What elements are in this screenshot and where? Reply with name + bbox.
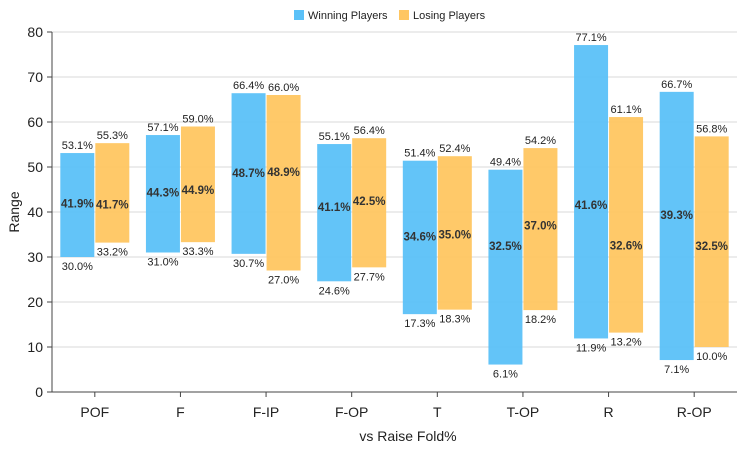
x-axis-title: vs Raise Fold% — [359, 428, 456, 444]
legend-swatch-winning — [294, 10, 304, 20]
bar-losing — [437, 156, 472, 310]
bar-losing — [95, 143, 130, 243]
bar-losing — [266, 95, 301, 271]
high-value-label: 52.4% — [439, 143, 470, 155]
high-value-label: 77.1% — [575, 32, 606, 44]
high-value-label: 53.1% — [62, 140, 93, 152]
bar-losing — [694, 136, 729, 347]
y-tick-label: 30 — [27, 249, 43, 265]
mid-value-label: 35.0% — [439, 230, 472, 242]
mid-value-label: 41.9% — [61, 198, 94, 210]
low-value-label: 31.0% — [147, 257, 178, 269]
y-tick-label: 50 — [27, 159, 43, 175]
bar-winning — [402, 160, 437, 315]
axes: 0 10 20 30 40 50 60 70 80 POF F F-IP F-OP T T-OP R R-OP — [27, 24, 737, 420]
bar-winning — [145, 135, 180, 253]
mid-value-label: 32.6% — [610, 240, 643, 252]
x-tick-label: F-OP — [335, 404, 368, 420]
mid-value-label: 37.0% — [524, 221, 557, 233]
mid-value-label: 34.6% — [404, 231, 437, 243]
y-tick-label: 70 — [27, 69, 43, 85]
mid-value-label: 41.6% — [575, 200, 608, 212]
bar-winning — [659, 91, 694, 361]
mid-value-label: 32.5% — [489, 241, 522, 253]
mid-value-label: 39.3% — [660, 210, 693, 222]
low-value-label: 18.3% — [439, 314, 470, 326]
bar-winning — [317, 144, 352, 282]
x-tick-label: R — [604, 404, 614, 420]
high-value-label: 66.4% — [233, 80, 264, 92]
low-value-label: 33.2% — [97, 247, 128, 259]
bar-winning — [574, 45, 609, 339]
high-value-label: 57.1% — [147, 122, 178, 134]
y-tick-label: 40 — [27, 204, 43, 220]
high-value-label: 56.8% — [696, 123, 727, 135]
y-tick-label: 80 — [27, 24, 43, 40]
y-tick-label: 20 — [27, 294, 43, 310]
mid-value-label: 42.5% — [353, 196, 386, 208]
x-tick-label: POF — [80, 404, 109, 420]
mid-value-label: 48.9% — [267, 167, 300, 179]
y-tick-label: 0 — [35, 384, 43, 400]
mid-value-label: 41.7% — [96, 199, 129, 211]
legend: Winning Players Losing Players — [294, 10, 486, 22]
low-value-label: 13.2% — [610, 337, 641, 349]
high-value-label: 55.1% — [319, 131, 350, 143]
high-value-label: 59.0% — [182, 114, 213, 126]
x-tick-label: F — [176, 404, 185, 420]
bar-winning — [231, 93, 266, 254]
x-tick-label: T-OP — [507, 404, 540, 420]
legend-swatch-losing — [399, 10, 409, 20]
bar-losing — [180, 126, 215, 243]
bar-losing — [609, 117, 644, 333]
mid-value-label: 44.3% — [147, 188, 180, 200]
legend-label-losing: Losing Players — [413, 10, 486, 22]
low-value-label: 27.0% — [268, 275, 299, 287]
high-value-label: 66.7% — [661, 79, 692, 91]
x-tick-label: F-IP — [253, 404, 279, 420]
mid-value-label: 32.5% — [695, 241, 728, 253]
high-value-label: 49.4% — [490, 157, 521, 169]
low-value-label: 11.9% — [576, 342, 607, 354]
low-value-label: 33.3% — [182, 246, 213, 258]
mid-value-label: 41.1% — [318, 202, 351, 214]
data-labels: 53.1% 30.0% 41.9% 55.3% 33.2% 41.7% 57.1% 31.0%… — [61, 32, 728, 381]
high-value-label: 61.1% — [610, 104, 641, 116]
y-tick-label: 10 — [27, 339, 43, 355]
legend-label-winning: Winning Players — [308, 10, 388, 22]
low-value-label: 10.0% — [696, 351, 727, 363]
high-value-label: 51.4% — [404, 148, 435, 160]
low-value-label: 27.7% — [354, 271, 385, 283]
y-tick-label: 60 — [27, 114, 43, 130]
low-value-label: 6.1% — [493, 369, 518, 381]
high-value-label: 55.3% — [97, 130, 128, 142]
mid-value-label: 48.7% — [232, 168, 265, 180]
low-value-label: 30.0% — [62, 261, 93, 273]
bar-winning — [60, 153, 95, 257]
low-value-label: 24.6% — [319, 285, 350, 297]
high-value-label: 56.4% — [354, 125, 385, 137]
bar-losing — [523, 148, 558, 311]
low-value-label: 30.7% — [233, 258, 264, 270]
low-value-label: 7.1% — [664, 364, 689, 376]
x-tick-label: R-OP — [677, 404, 712, 420]
high-value-label: 66.0% — [268, 82, 299, 94]
low-value-label: 18.2% — [525, 314, 556, 326]
high-value-label: 54.2% — [525, 135, 556, 147]
x-tick-label: T — [433, 404, 442, 420]
bars — [60, 45, 729, 365]
low-value-label: 17.3% — [404, 318, 435, 330]
y-axis-title: Range — [6, 191, 22, 232]
mid-value-label: 44.9% — [182, 185, 215, 197]
bar-losing — [352, 138, 387, 268]
bar-winning — [488, 169, 523, 365]
